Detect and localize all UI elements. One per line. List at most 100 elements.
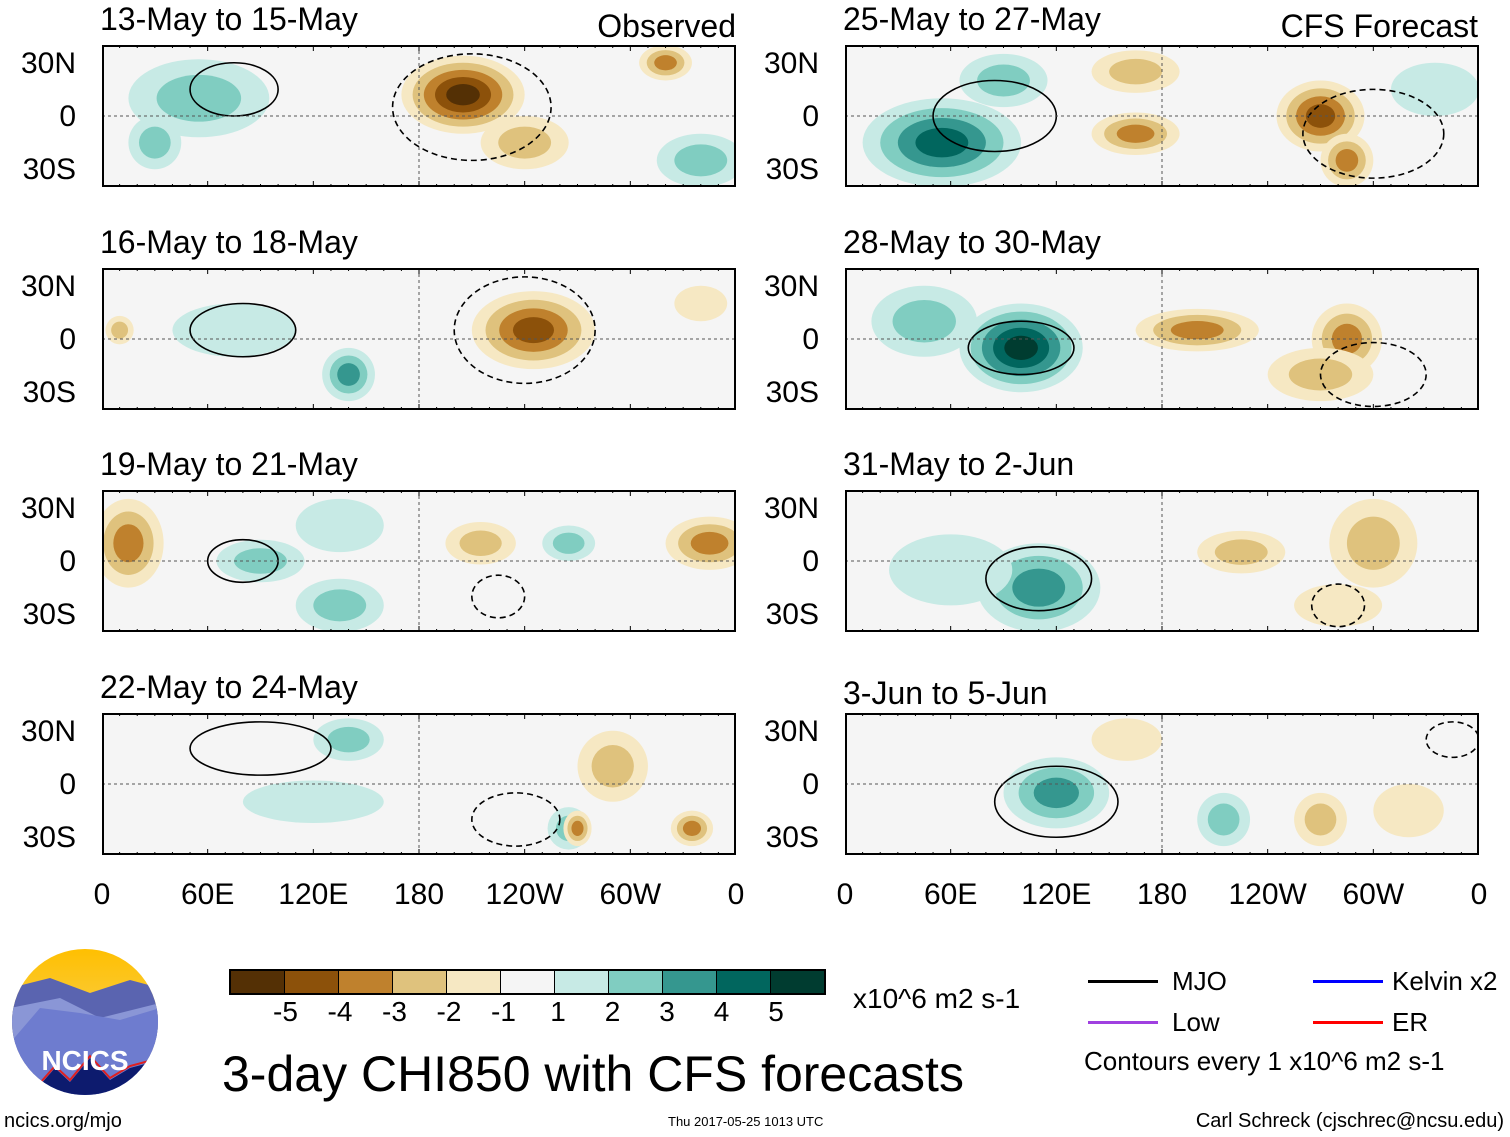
colorbar-tick: 5 [768,996,784,1027]
anomaly-shading [1004,335,1038,360]
map-frame [102,268,736,410]
mjo-contour [993,765,1119,839]
mjo-contour [967,320,1075,376]
map-frame [845,490,1479,632]
map-panel [102,490,736,632]
map-panel [845,713,1479,855]
anomaly-shading [459,530,502,557]
colorbar-tick: -1 [491,996,516,1027]
colorbar-swatch [501,971,555,993]
lon-label: 120E [1021,878,1092,911]
lon-label: 0 [1470,878,1488,911]
anomaly-shading [1294,584,1383,627]
legend-label-mjo: MJO [1172,966,1227,996]
lat-label: 0 [59,768,76,801]
legend-label-er: ER [1392,1007,1429,1037]
legend-label-low: Low [1172,1007,1220,1037]
lat-label: 30S [765,153,819,186]
anomaly-shading [295,498,384,553]
map-frame [845,45,1479,187]
panel-title: 16-May to 18-May [100,224,358,260]
lat-label: 30N [20,492,76,525]
lon-label: 180 [1136,878,1188,911]
mjo-contour [391,53,552,162]
anomaly-shading [1207,803,1240,836]
mjo-contour [471,574,526,619]
colorbar-swatch [339,971,393,993]
anomaly-shading [138,126,171,159]
colorbar-tick: -2 [436,996,462,1027]
lat-label: 30N [763,270,819,303]
colorbar-swatch [717,971,771,993]
mjo-contour [189,302,297,358]
anomaly-shading [674,285,728,322]
anomaly-shading [313,589,367,622]
panel-title: 13-May to 15-May [100,1,358,37]
legend-line-mjo [1088,980,1158,983]
legend-line-kelvin [1313,980,1383,983]
panel-title: 28-May to 30-May [843,224,1101,260]
anomaly-shading [892,299,956,343]
lat-label: 30N [20,270,76,303]
mjo-contour [189,721,332,776]
lon-label: 60E [180,878,235,911]
lat-label: 30S [22,598,76,631]
lat-label: 0 [59,100,76,133]
lat-label: 30N [20,715,76,748]
mjo-contour [985,545,1093,612]
anomaly-shading [552,532,585,554]
lat-label: 0 [802,323,819,356]
anomaly-shading [498,126,552,159]
anomaly-shading [1335,148,1359,172]
forecast-tag: CFS Forecast [1280,8,1478,44]
lat-label: 30S [22,153,76,186]
ncics-logo: NCICS [12,949,158,1095]
map-frame [102,490,736,632]
contour-note: Contours every 1 x10^6 m2 s-1 [1084,1046,1445,1076]
map-panel [845,490,1479,632]
anomaly-shading [1304,803,1337,836]
lat-label: 30S [765,821,819,854]
anomaly-shading [889,534,1013,606]
colorbar-unit: x10^6 m2 s-1 [853,983,1021,1014]
lon-label: 60W [1342,878,1405,911]
colorbar-swatch [555,971,609,993]
lon-label: 60E [923,878,978,911]
lat-label: 30N [763,492,819,525]
lat-label: 30S [22,376,76,409]
lat-label: 30S [765,376,819,409]
colorbar-swatch [609,971,663,993]
colorbar-swatch [393,971,447,993]
anomaly-shading [1331,323,1363,355]
lat-label: 0 [59,323,76,356]
anomaly-shading [1170,320,1224,340]
observed-tag: Observed [597,8,736,44]
anomaly-shading [915,127,969,158]
panel-title: 19-May to 21-May [100,446,358,482]
panel-title: 25-May to 27-May [843,1,1101,37]
lon-label: 0 [93,878,111,911]
legend-label-kelvin: Kelvin x2 [1392,966,1498,996]
map-frame [845,268,1479,410]
lon-label: 120W [1228,878,1307,911]
anomaly-shading [337,363,360,386]
map-panel [102,45,736,187]
footer-url: ncics.org/mjo [4,1110,122,1132]
colorbar-tick: 4 [713,996,730,1027]
figure-title: 3-day CHI850 with CFS forecasts [222,1046,964,1102]
colorbar-tick: 2 [604,996,621,1027]
legend-line-er [1313,1021,1383,1024]
map-panel [845,268,1479,410]
colorbar [229,969,826,995]
map-frame [102,45,736,187]
anomaly-shading [1390,62,1479,116]
mjo-contour [1310,583,1366,628]
panel-title: 3-Jun to 5-Jun [843,675,1048,711]
colorbar-tick: 1 [550,996,566,1027]
lat-label: 30N [763,47,819,80]
anomaly-shading [1214,539,1268,565]
lat-label: 0 [802,100,819,133]
colorbar-tick: -5 [273,996,298,1027]
colorbar-swatch [231,971,285,993]
lon-label: 120W [485,878,564,911]
